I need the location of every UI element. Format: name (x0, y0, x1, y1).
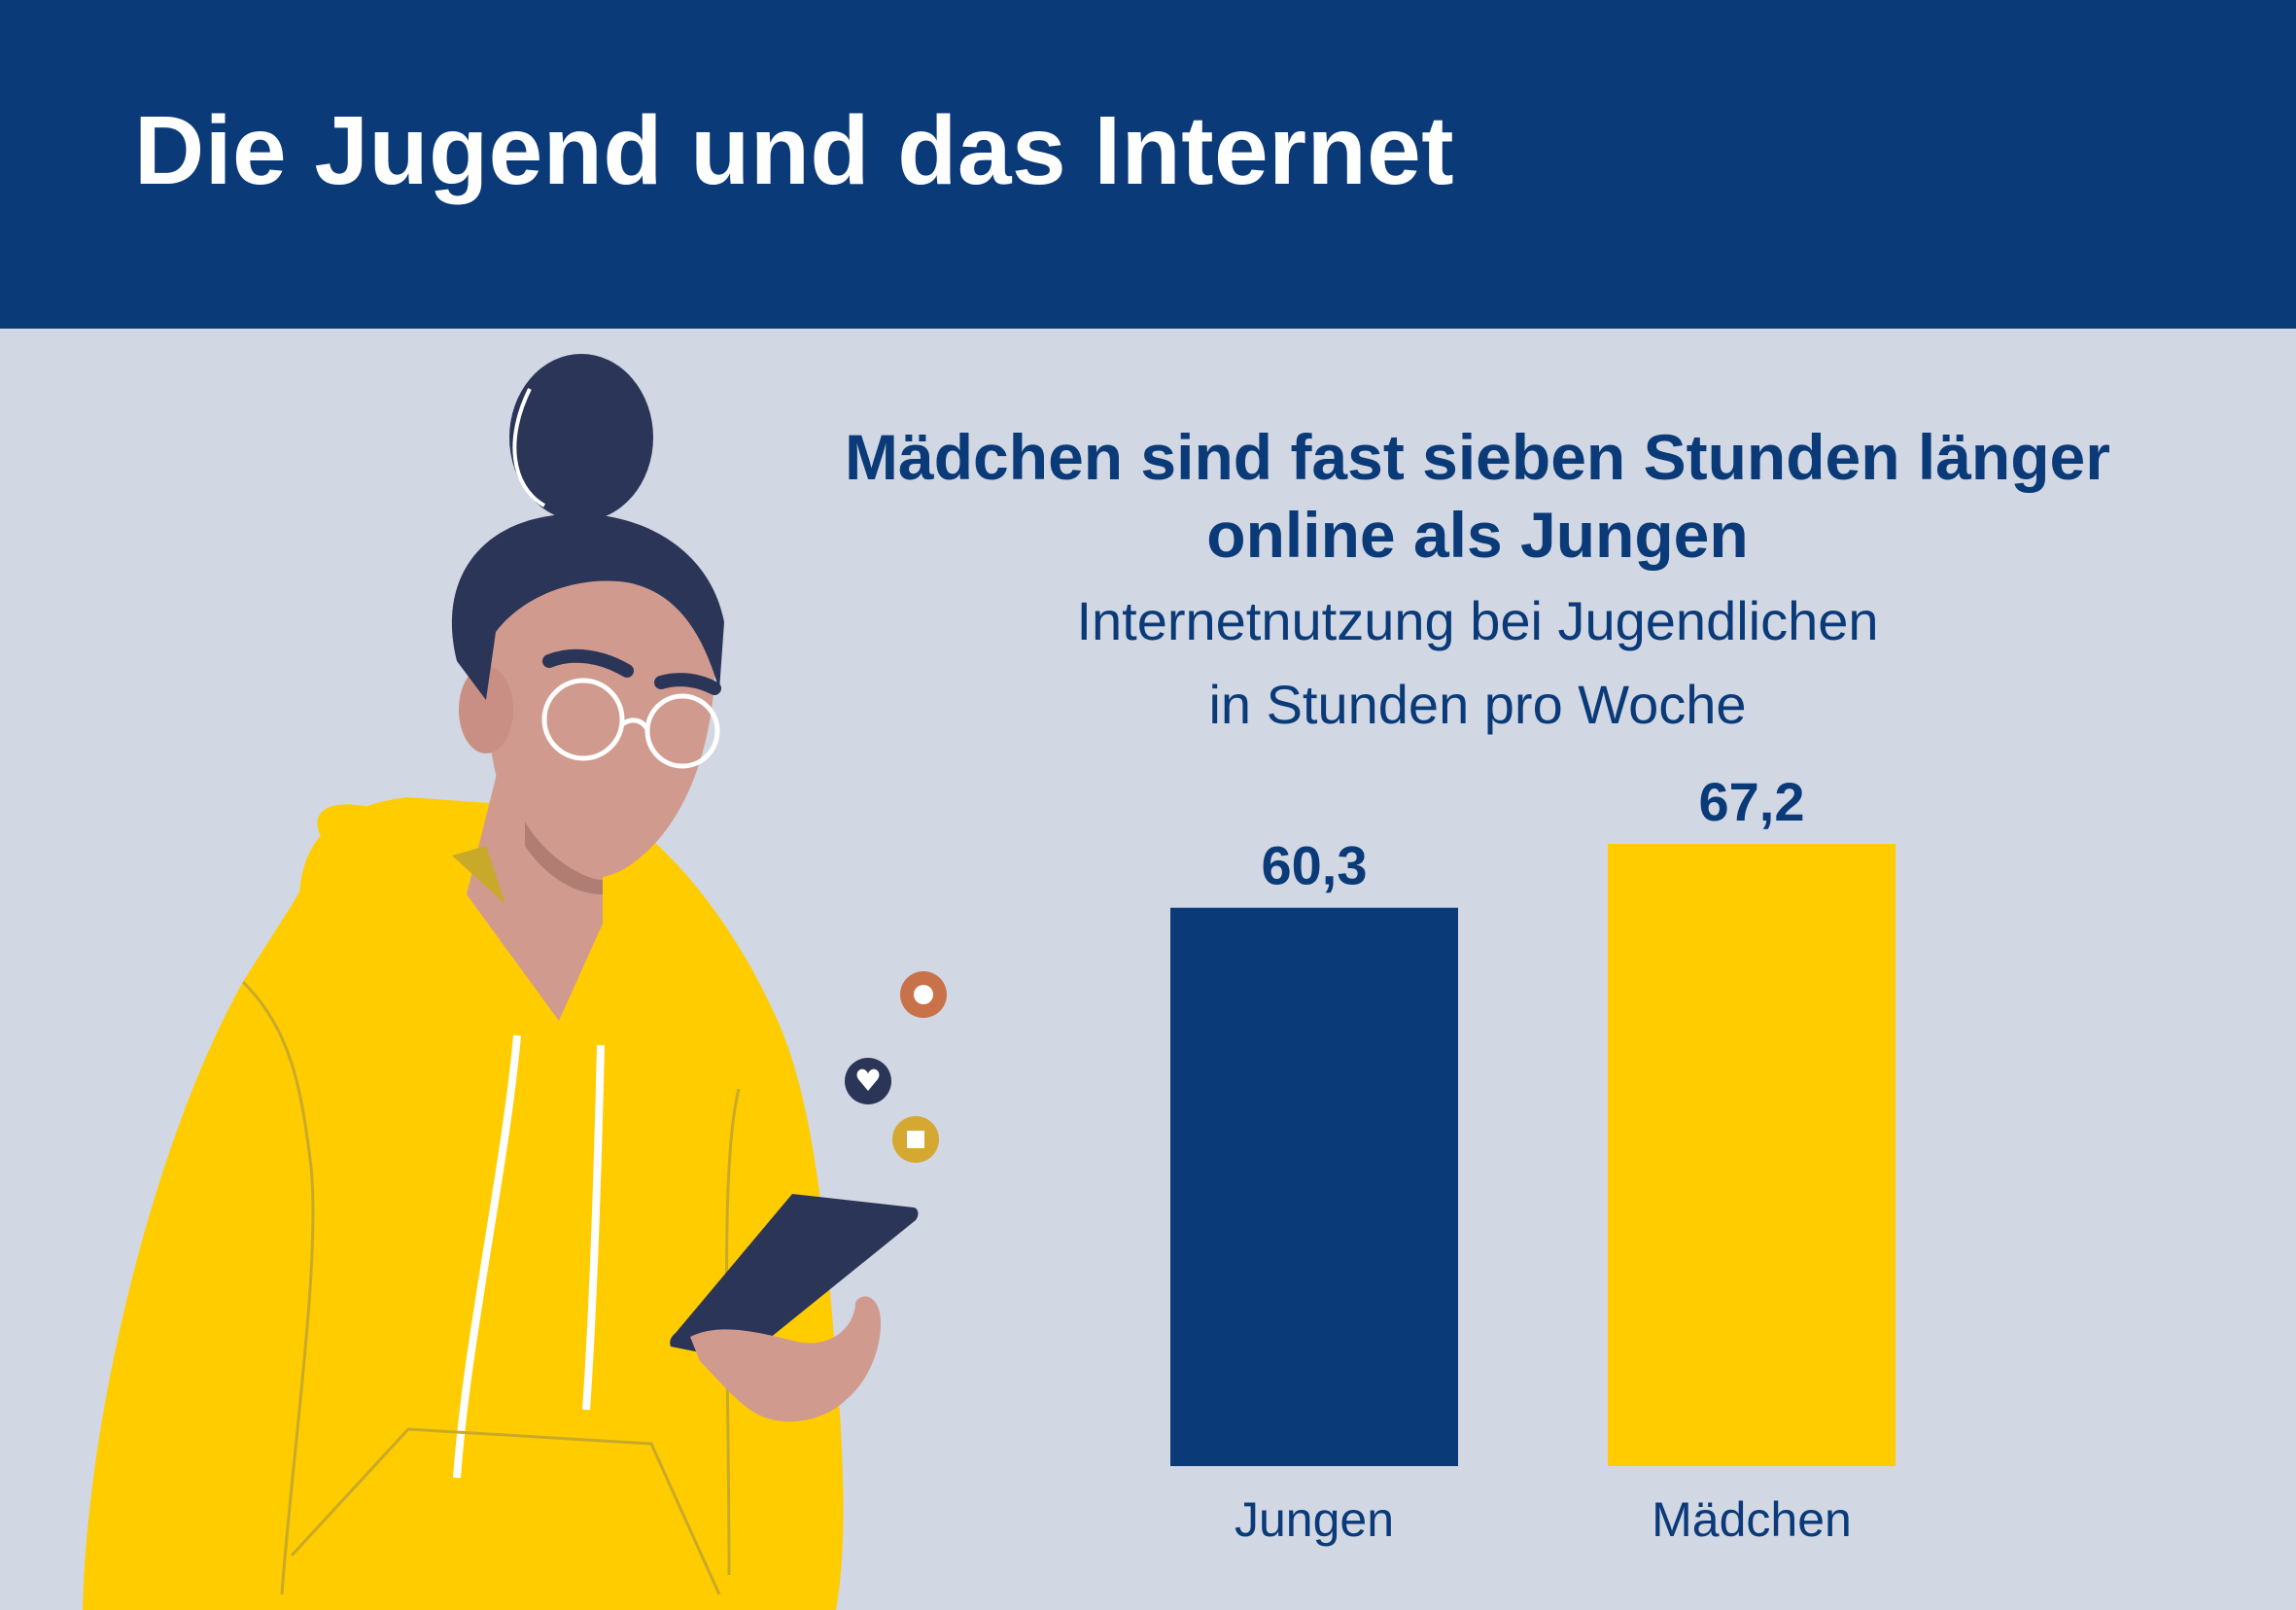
hair-bun-icon (509, 354, 653, 521)
bar-jungen (1170, 907, 1458, 1466)
chart-subtitle-line-1: Internetnutzung bei Jugendlichen (1076, 590, 1879, 651)
hand (690, 1296, 881, 1422)
bar-value-label: 67,2 (1699, 771, 1805, 832)
bar-mdchen (1608, 844, 1896, 1466)
eyebrow-left (542, 648, 634, 678)
chart-title-line-1: Mädchen sind fast sieben Stunden länger (845, 421, 2110, 493)
eyebrow-right (654, 673, 721, 695)
chart-title-line-2: online als Jungen (1206, 499, 1749, 571)
ear (459, 666, 513, 753)
chart-heading: Mädchen sind fast sieben Stunden länger … (797, 418, 2158, 747)
header-banner: Die Jugend und das Internet (0, 0, 2296, 329)
bar-chart: 60,3 Jungen 67,2 Mädchen (1170, 771, 1896, 1547)
drawstring-left (453, 1034, 521, 1479)
category-label: Mädchen (1652, 1492, 1852, 1547)
glasses-lens-right (644, 693, 720, 769)
smartphone-icon (670, 1194, 919, 1362)
glasses-lens-left (541, 678, 625, 761)
face (486, 523, 715, 879)
chart-subtitle-line-2: in Stunden pro Woche (1208, 674, 1747, 735)
category-label: Jungen (1235, 1492, 1394, 1547)
teen-girl-illustration (83, 354, 947, 1610)
bar-value-label: 60,3 (1262, 835, 1368, 896)
hair (451, 513, 724, 700)
drawstring-right (582, 1044, 605, 1411)
page-title: Die Jugend und das Internet (134, 96, 1455, 205)
